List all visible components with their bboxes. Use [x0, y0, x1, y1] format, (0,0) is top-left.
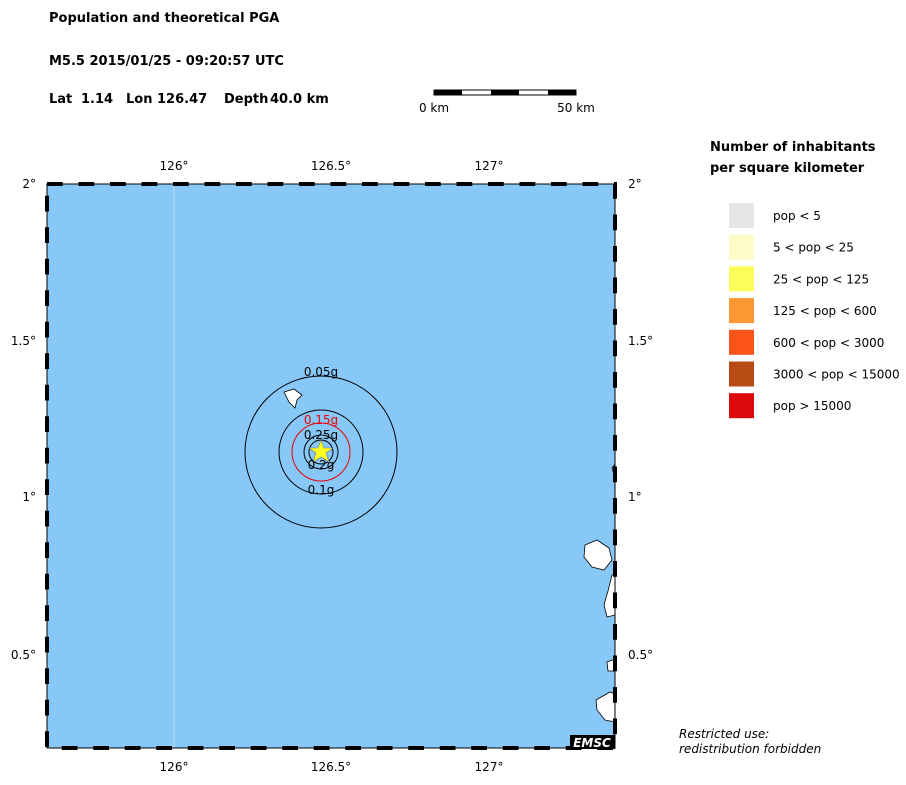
- legend-swatch: [729, 203, 754, 228]
- x-tick-label: 127°: [475, 760, 504, 774]
- legend-label: 5 < pop < 25: [773, 241, 854, 255]
- y-tick-label: 1°: [628, 490, 642, 504]
- legend-label: 600 < pop < 3000: [773, 336, 884, 350]
- depth-label: Depth: [224, 92, 268, 107]
- scale-start: 0 km: [419, 101, 449, 115]
- legend-title: per square kilometer: [710, 161, 865, 176]
- y-tick-label: 2°: [628, 177, 642, 191]
- scale-bar: [433, 89, 577, 96]
- lon-label: Lon: [126, 92, 152, 107]
- event: M5.5 2015/01/25 - 09:20:57 UTC: [49, 54, 284, 69]
- notice: redistribution forbidden: [679, 742, 821, 756]
- y-tick-label: 1.5°: [11, 334, 36, 348]
- x-tick-label: 127°: [475, 159, 504, 173]
- contour-label: 0.1g: [308, 483, 335, 497]
- contour-label: 0.05g: [304, 365, 338, 379]
- badge-bg: [570, 735, 615, 749]
- y-tick-label: 2°: [22, 177, 36, 191]
- contour-label: 0.25g: [304, 428, 338, 442]
- x-tick-label: 126°: [160, 159, 189, 173]
- lon: 126.47: [157, 92, 207, 107]
- legend-label: 125 < pop < 600: [773, 304, 877, 318]
- title: Population and theoretical PGA: [49, 11, 279, 26]
- legend-swatch: [729, 234, 754, 260]
- x-tick-label: 126°: [160, 760, 189, 774]
- legend-title: Number of inhabitants: [710, 140, 876, 155]
- pga-contours: [244, 375, 398, 529]
- legend-swatch: [729, 329, 754, 355]
- legend-swatch: [729, 361, 754, 387]
- legend-label: pop < 5: [773, 209, 821, 223]
- y-tick-label: 1.5°: [628, 334, 653, 348]
- y-tick-label: 0.5°: [628, 648, 653, 662]
- legend-label: pop > 15000: [773, 399, 851, 413]
- lat-label: Lat: [49, 92, 72, 107]
- depth: 40.0 km: [270, 92, 329, 107]
- legend-swatch: [729, 298, 754, 324]
- legend-label: 3000 < pop < 15000: [773, 368, 900, 382]
- x-tick-label: 126.5°: [311, 159, 351, 173]
- frame-ticks: [45, 182, 617, 750]
- y-tick-label: 1°: [22, 490, 36, 504]
- lat: 1.14: [81, 92, 113, 107]
- badge: EMSC: [573, 736, 611, 750]
- contour-label: 0.2g: [308, 458, 335, 472]
- notice: Restricted use:: [679, 727, 769, 741]
- legend-swatch: [729, 393, 754, 419]
- legend-label: 25 < pop < 125: [773, 272, 869, 286]
- epicenter: [308, 439, 334, 463]
- x-tick-label: 126.5°: [311, 760, 351, 774]
- scale-end: 50 km: [557, 101, 595, 115]
- contour-label: 0.15g: [304, 413, 338, 427]
- y-tick-label: 0.5°: [11, 648, 36, 662]
- legend-swatch: [729, 266, 754, 292]
